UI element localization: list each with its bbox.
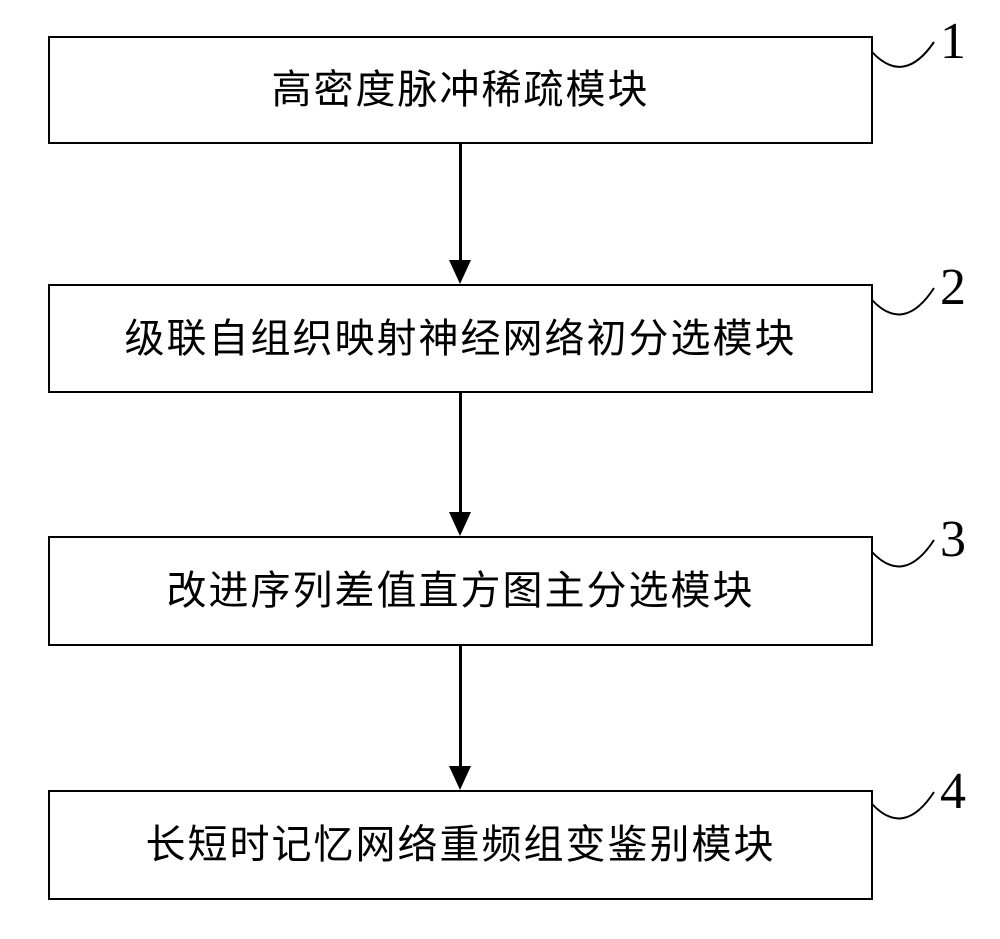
label-3: 3 [940, 510, 966, 569]
leader-1 [870, 34, 936, 88]
box-2-text: 级联自组织映射神经网络初分选模块 [125, 317, 797, 361]
box-4: 长短时记忆网络重频组变鉴别模块 [48, 790, 873, 900]
label-1: 1 [940, 12, 966, 71]
flowchart-canvas: 高密度脉冲稀疏模块 级联自组织映射神经网络初分选模块 改进序列差值直方图主分选模… [0, 0, 1000, 939]
arrow-2-shaft [459, 393, 462, 514]
arrow-2-head [449, 512, 471, 536]
box-2: 级联自组织映射神经网络初分选模块 [48, 284, 873, 393]
box-4-text: 长短时记忆网络重频组变鉴别模块 [146, 823, 776, 867]
leader-4 [870, 786, 936, 840]
label-4: 4 [940, 762, 966, 821]
arrow-3-shaft [459, 646, 462, 768]
leader-3 [870, 534, 936, 588]
leader-2 [870, 282, 936, 336]
box-1-text: 高密度脉冲稀疏模块 [272, 68, 650, 112]
box-3-text: 改进序列差值直方图主分选模块 [167, 569, 755, 613]
box-3: 改进序列差值直方图主分选模块 [48, 536, 873, 646]
arrow-1-shaft [459, 144, 462, 262]
arrow-1-head [449, 260, 471, 284]
arrow-3-head [449, 766, 471, 790]
label-2: 2 [940, 258, 966, 317]
box-1: 高密度脉冲稀疏模块 [48, 36, 873, 144]
